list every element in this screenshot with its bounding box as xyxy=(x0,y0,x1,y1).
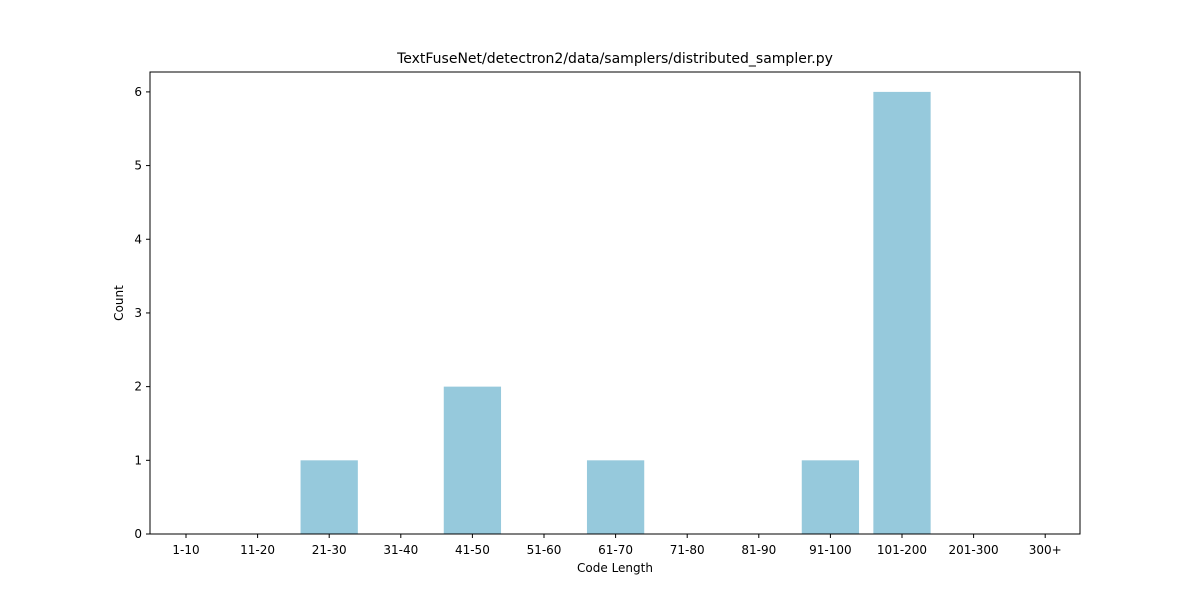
x-axis-title: Code Length xyxy=(577,561,653,575)
bar-101-200 xyxy=(873,91,931,534)
x-tick-label: 31-40 xyxy=(383,543,418,557)
y-tick-label: 2 xyxy=(134,380,142,394)
y-tick-label: 3 xyxy=(134,306,142,320)
x-tick-label: 41-50 xyxy=(455,543,490,557)
y-tick-label: 6 xyxy=(134,85,142,99)
x-tick-label: 11-20 xyxy=(240,543,275,557)
x-tick-label: 61-70 xyxy=(598,543,633,557)
y-tick-label: 5 xyxy=(134,159,142,173)
x-axis-ticks: 1-10 11-20 21-30 31-40 41-50 51-60 61-70 71-80 8… xyxy=(172,534,1062,557)
y-tick-label: 1 xyxy=(134,453,142,467)
y-axis-title: Count xyxy=(112,285,126,321)
y-tick-label: 4 xyxy=(134,232,142,246)
x-tick-label: 1-10 xyxy=(172,543,199,557)
chart-title: TextFuseNet/detectron2/data/samplers/dis… xyxy=(396,51,833,67)
x-tick-label: 300+ xyxy=(1029,543,1062,557)
y-axis-ticks: 0 1 2 3 4 5 6 xyxy=(134,85,150,541)
bar-21-30 xyxy=(300,460,358,534)
bar-61-70 xyxy=(586,460,645,534)
x-tick-label: 71-80 xyxy=(670,543,705,557)
x-tick-label: 91-100 xyxy=(809,543,852,557)
x-tick-label: 101-200 xyxy=(877,543,927,557)
bar-91-100 xyxy=(801,460,860,534)
plot-frame xyxy=(149,71,1081,535)
y-tick-label: 0 xyxy=(134,527,142,541)
x-tick-label: 51-60 xyxy=(527,543,562,557)
x-tick-label: 81-90 xyxy=(741,543,776,557)
bar-41-50 xyxy=(443,386,502,534)
x-tick-label: 201-300 xyxy=(949,543,999,557)
x-tick-label: 21-30 xyxy=(312,543,347,557)
bars-group xyxy=(300,91,931,534)
